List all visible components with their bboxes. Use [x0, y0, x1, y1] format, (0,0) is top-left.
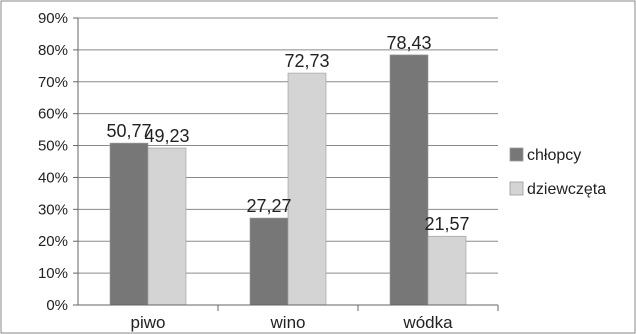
bars	[109, 54, 467, 306]
bar-dziewczęta-wino	[287, 72, 327, 306]
data-label: 21,57	[424, 214, 469, 234]
x-axis-labels: piwo wino wódka	[131, 313, 454, 332]
y-tick-label: 80%	[38, 42, 68, 59]
data-label: 49,23	[144, 126, 189, 146]
data-label: 78,43	[386, 33, 431, 53]
legend: chłopcy dziewczęta	[509, 147, 606, 198]
bar-dziewczęta-wódka	[427, 235, 467, 306]
legend-label: chłopcy	[527, 147, 581, 164]
x-category-label: piwo	[131, 313, 166, 332]
y-tick-label: 50%	[38, 138, 68, 155]
bar-dziewczęta-piwo	[147, 147, 187, 306]
data-label: 50,77	[106, 121, 151, 141]
bar-chłopcy-piwo	[109, 142, 149, 306]
y-tick-label: 40%	[38, 169, 68, 186]
y-tick-label: 30%	[38, 201, 68, 218]
x-category-label: wino	[270, 313, 306, 332]
y-tick-label: 20%	[38, 233, 68, 250]
legend-label: dziewczęta	[527, 181, 606, 198]
bar-chłopcy-wódka	[389, 54, 429, 306]
y-tick-label: 10%	[38, 265, 68, 282]
data-label: 27,27	[246, 196, 291, 216]
y-tick-label: 60%	[38, 106, 68, 123]
data-label: 72,73	[284, 51, 329, 71]
y-tick-label: 90%	[38, 10, 68, 27]
bar-chłopcy-wino	[249, 217, 289, 306]
y-tick-label: 70%	[38, 74, 68, 91]
legend-swatch	[509, 147, 524, 162]
y-axis-ticks: 0% 10% 20% 30% 40% 50% 60% 70% 80% 90%	[38, 10, 78, 314]
x-category-label: wódka	[402, 313, 453, 332]
legend-swatch	[509, 181, 524, 196]
y-tick-label: 0%	[46, 297, 68, 314]
axes	[77, 18, 499, 311]
